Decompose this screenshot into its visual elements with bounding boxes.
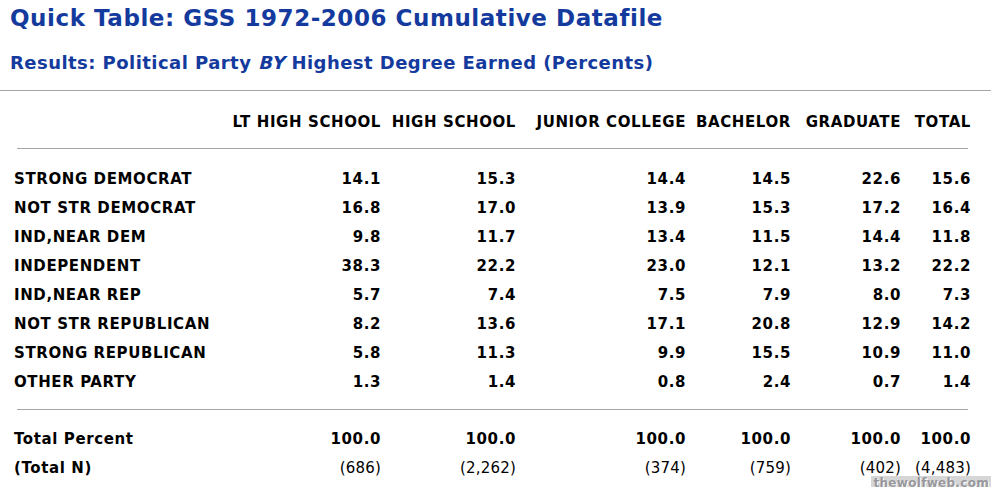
cell-value: 13.6 — [477, 310, 516, 339]
table-row: INDEPENDENT 38.3 22.2 23.0 12.1 13.2 22.2 — [14, 252, 971, 281]
watermark: thewolfweb.com — [871, 476, 991, 487]
row-label: IND,NEAR DEM — [14, 223, 146, 252]
cell-value: 11.5 — [752, 223, 791, 252]
row-label: STRONG REPUBLICAN — [14, 339, 206, 368]
cell-value: 2.4 — [763, 368, 791, 397]
total-percent-row: Total Percent 100.0 100.0 100.0 100.0 100.0 10… — [14, 425, 971, 454]
column-header: LT HIGH SCHOOL — [232, 108, 381, 137]
cell-value: 11.8 — [932, 223, 971, 252]
cell-value: 1.3 — [353, 368, 381, 397]
row-label: STRONG DEMOCRAT — [14, 165, 192, 194]
cell-value: 14.4 — [647, 165, 686, 194]
cell-value: 13.4 — [647, 223, 686, 252]
cell-value: 8.0 — [873, 281, 901, 310]
cell-value: 17.2 — [862, 194, 901, 223]
row-label: OTHER PARTY — [14, 368, 136, 397]
cell-value: 7.5 — [658, 281, 686, 310]
cell-value: 13.2 — [862, 252, 901, 281]
total-n-label: (Total N) — [14, 454, 92, 483]
column-header-row: LT HIGH SCHOOL HIGH SCHOOL JUNIOR COLLEGE B… — [14, 108, 971, 137]
cell-value: 22.2 — [932, 252, 971, 281]
cell-value: 7.9 — [763, 281, 791, 310]
cell-value: 23.0 — [647, 252, 686, 281]
cell-value: 1.4 — [488, 368, 516, 397]
total-percent-value: 100.0 — [636, 425, 686, 454]
cell-value: 22.2 — [477, 252, 516, 281]
row-label: IND,NEAR REP — [14, 281, 141, 310]
cell-value: 11.3 — [477, 339, 516, 368]
row-label: NOT STR DEMOCRAT — [14, 194, 196, 223]
cell-value: 1.4 — [943, 368, 971, 397]
cell-value: 7.3 — [943, 281, 971, 310]
column-header: TOTAL — [915, 108, 971, 137]
cell-value: 12.9 — [862, 310, 901, 339]
cell-value: 15.3 — [477, 165, 516, 194]
cell-value: 9.9 — [658, 339, 686, 368]
cell-value: 15.6 — [932, 165, 971, 194]
cell-value: 5.8 — [353, 339, 381, 368]
total-percent-value: 100.0 — [466, 425, 516, 454]
cell-value: 15.5 — [752, 339, 791, 368]
total-percent-label: Total Percent — [14, 425, 133, 454]
table-row: NOT STR DEMOCRAT 16.8 17.0 13.9 15.3 17.2 16.4 — [14, 194, 971, 223]
quick-table-page: { "header": { "title": "Quick Table: GSS… — [0, 0, 991, 487]
cell-value: 13.9 — [647, 194, 686, 223]
row-label: NOT STR REPUBLICAN — [14, 310, 210, 339]
cell-value: 14.4 — [862, 223, 901, 252]
cell-value: 38.3 — [342, 252, 381, 281]
cell-value: 15.3 — [752, 194, 791, 223]
total-n-value: (2,262) — [460, 454, 516, 483]
cell-value: 20.8 — [752, 310, 791, 339]
total-percent-value: 100.0 — [851, 425, 901, 454]
total-percent-value: 100.0 — [921, 425, 971, 454]
cell-value: 14.2 — [932, 310, 971, 339]
total-percent-value: 100.0 — [741, 425, 791, 454]
results-table: LT HIGH SCHOOL HIGH SCHOOL JUNIOR COLLEGE B… — [14, 0, 971, 487]
cell-value: 17.1 — [647, 310, 686, 339]
table-row: STRONG DEMOCRAT 14.1 15.3 14.4 14.5 22.6 15.6 — [14, 165, 971, 194]
cell-value: 0.7 — [873, 368, 901, 397]
cell-value: 12.1 — [752, 252, 791, 281]
cell-value: 17.0 — [477, 194, 516, 223]
column-header: JUNIOR COLLEGE — [536, 108, 686, 137]
cell-value: 22.6 — [862, 165, 901, 194]
total-n-value: (686) — [340, 454, 381, 483]
cell-value: 11.7 — [477, 223, 516, 252]
cell-value: 5.7 — [353, 281, 381, 310]
cell-value: 11.0 — [932, 339, 971, 368]
table-row: OTHER PARTY 1.3 1.4 0.8 2.4 0.7 1.4 — [14, 368, 971, 397]
total-percent-value: 100.0 — [331, 425, 381, 454]
cell-value: 16.8 — [342, 194, 381, 223]
total-n-row: (Total N)(686)(2,262)(374)(759)(402)(4,4… — [14, 454, 971, 483]
total-n-value: (759) — [750, 454, 791, 483]
cell-value: 10.9 — [862, 339, 901, 368]
table-row: NOT STR REPUBLICAN 8.2 13.6 17.1 20.8 12.9 14.… — [14, 310, 971, 339]
column-header: HIGH SCHOOL — [392, 108, 516, 137]
table-row: IND,NEAR REP 5.7 7.4 7.5 7.9 8.0 7.3 — [14, 281, 971, 310]
table-row: IND,NEAR DEM 9.8 11.7 13.4 11.5 14.4 11.8 — [14, 223, 971, 252]
row-label: INDEPENDENT — [14, 252, 141, 281]
cell-value: 14.1 — [342, 165, 381, 194]
cell-value: 14.5 — [752, 165, 791, 194]
cell-value: 9.8 — [353, 223, 381, 252]
column-header: GRADUATE — [806, 108, 901, 137]
cell-value: 8.2 — [353, 310, 381, 339]
cell-value: 16.4 — [932, 194, 971, 223]
cell-value: 0.8 — [658, 368, 686, 397]
table-row: STRONG REPUBLICAN 5.8 11.3 9.9 15.5 10.9 11.0 — [14, 339, 971, 368]
column-header: BACHELOR — [696, 108, 791, 137]
total-n-value: (374) — [645, 454, 686, 483]
cell-value: 7.4 — [488, 281, 516, 310]
